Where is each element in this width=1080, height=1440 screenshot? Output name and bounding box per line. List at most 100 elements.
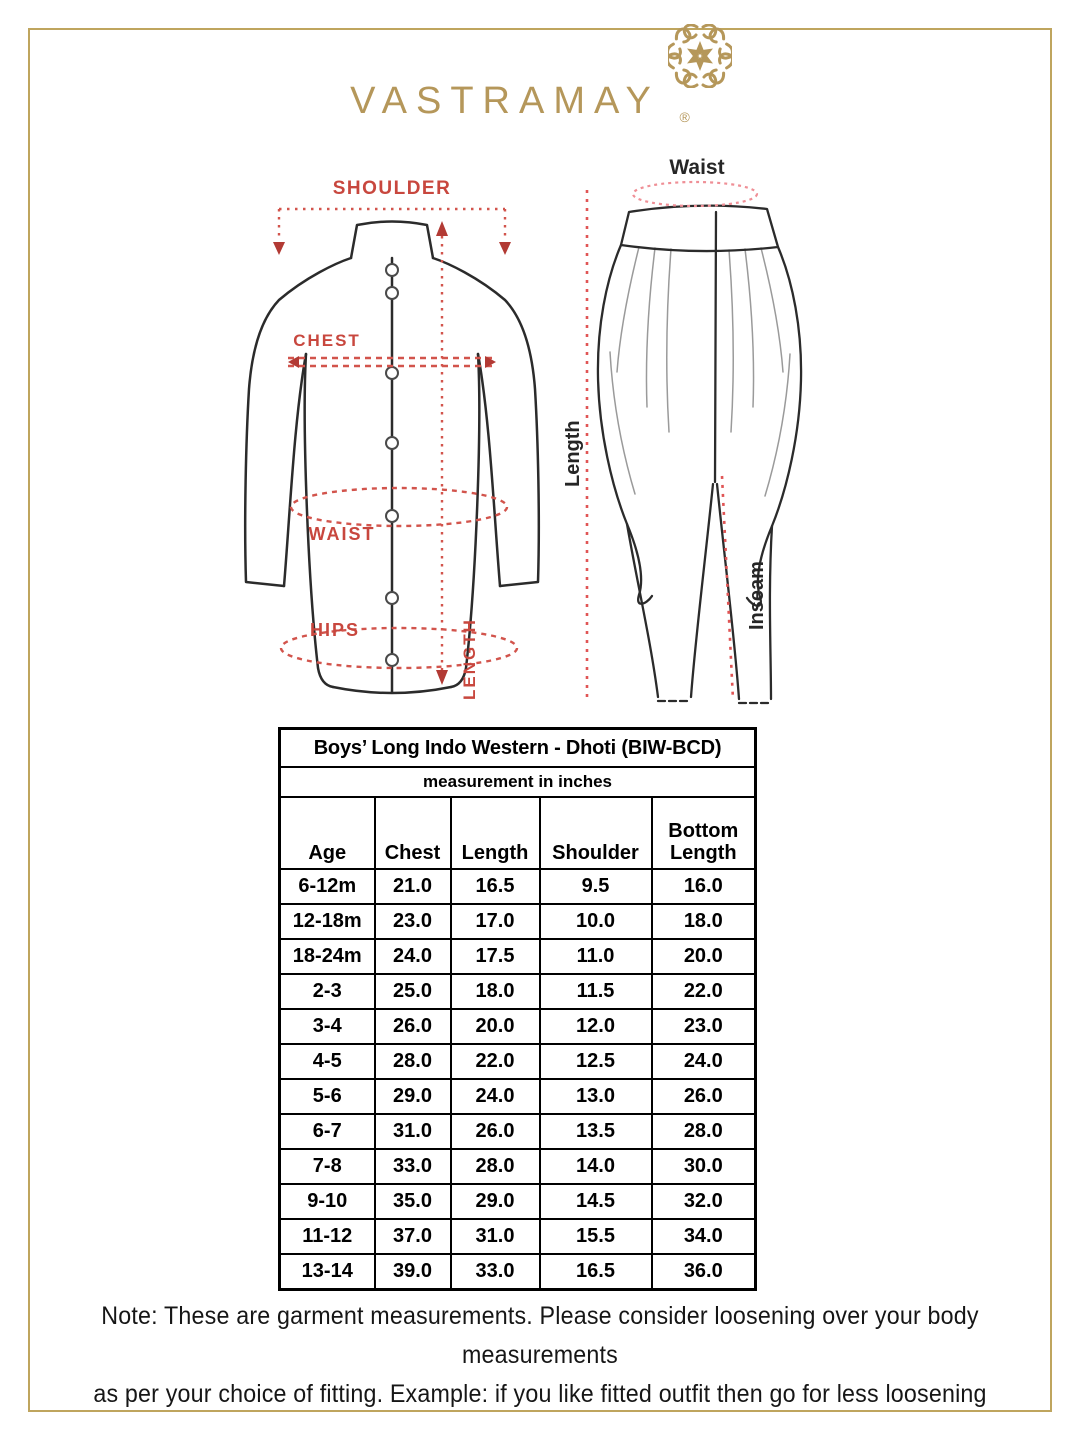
measurement-cell: 23.0 xyxy=(650,1008,757,1045)
arrow-down-icon xyxy=(273,242,285,255)
kurta-collar xyxy=(349,220,435,260)
age-cell: 2-3 xyxy=(278,973,376,1010)
measurement-cell: 26.0 xyxy=(373,1008,452,1045)
note-text: Note: These are garment measurements. Pl… xyxy=(38,1297,1042,1414)
age-cell: 3-4 xyxy=(278,1008,376,1045)
arrow-up-icon xyxy=(436,221,448,236)
table-title-row: Boys’ Long Indo Western - Dhoti (BIW-BCD… xyxy=(278,727,757,768)
age-cell: 6-12m xyxy=(278,868,376,905)
table-row: 6-7 31.0 26.0 13.5 28.0 xyxy=(278,1113,757,1150)
measurement-cell: 11.5 xyxy=(538,973,653,1010)
dhoti-right-drape xyxy=(756,245,803,599)
measurement-cell: 24.0 xyxy=(449,1078,541,1115)
column-header: Age xyxy=(278,796,376,870)
measurement-cell: 9.5 xyxy=(538,868,653,905)
dhoti-waist-label: Waist xyxy=(669,156,724,179)
measurement-cell: 20.0 xyxy=(449,1008,541,1045)
measurement-cell: 14.0 xyxy=(538,1148,653,1185)
table-row: 3-4 26.0 20.0 12.0 23.0 xyxy=(278,1008,757,1045)
dhoti-left-leg-inner xyxy=(689,482,715,699)
measurement-cell: 17.5 xyxy=(449,938,541,975)
dhoti-waist-guide-ellipse xyxy=(631,180,759,208)
brand-name: VASTRAMAY xyxy=(350,80,660,122)
column-header: Shoulder xyxy=(538,796,653,870)
kurta-hips-label: HIPS xyxy=(310,620,360,640)
measurement-cell: 21.0 xyxy=(373,868,452,905)
measurement-cell: 31.0 xyxy=(449,1218,541,1255)
measurement-cell: 13.0 xyxy=(538,1078,653,1115)
table-subtitle: measurement in inches xyxy=(278,766,757,798)
kurta-chest-label: CHEST xyxy=(293,331,361,350)
measurement-cell: 25.0 xyxy=(373,973,452,1010)
measurement-cell: 16.5 xyxy=(449,868,541,905)
measurement-cell: 16.5 xyxy=(538,1253,653,1291)
measurement-cell: 18.0 xyxy=(449,973,541,1010)
arrow-right-icon xyxy=(485,356,496,368)
age-cell: 18-24m xyxy=(278,938,376,975)
age-cell: 9-10 xyxy=(278,1183,376,1220)
measurement-cell: 13.5 xyxy=(538,1113,653,1150)
measurement-cell: 37.0 xyxy=(373,1218,452,1255)
dhoti-length-label: Length xyxy=(565,420,584,487)
kurta-waist-label: WAIST xyxy=(309,524,376,544)
measurement-cell: 30.0 xyxy=(650,1148,757,1185)
measurement-cell: 12.0 xyxy=(538,1008,653,1045)
dhoti-center-seam xyxy=(713,210,718,484)
kurta-right-sleeve xyxy=(431,256,541,588)
measurement-cell: 26.0 xyxy=(650,1078,757,1115)
dhoti-waistband xyxy=(619,204,780,253)
measurement-cell: 39.0 xyxy=(373,1253,452,1291)
table-row: 4-5 28.0 22.0 12.5 24.0 xyxy=(278,1043,757,1080)
arrow-down-icon xyxy=(436,670,448,685)
measurement-cell: 23.0 xyxy=(373,903,452,940)
dhoti-inseam-guide-line xyxy=(720,475,735,701)
measurement-cell: 32.0 xyxy=(650,1183,757,1220)
kurta-diagram: SHOULDER CHEST WAIST HIPS LENGTH xyxy=(243,178,541,700)
measurement-cell: 33.0 xyxy=(449,1253,541,1291)
measurement-cell: 24.0 xyxy=(650,1043,757,1080)
column-header: Chest xyxy=(373,796,452,870)
measurement-cell: 10.0 xyxy=(538,903,653,940)
table-subtitle-row: measurement in inches xyxy=(278,766,757,798)
column-header: Bottom Length xyxy=(650,796,757,870)
table-row: 6-12m 21.0 16.5 9.5 16.0 xyxy=(278,868,757,905)
column-header: Length xyxy=(449,796,541,870)
kurta-left-sleeve xyxy=(243,256,353,588)
measurement-cell: 28.0 xyxy=(650,1113,757,1150)
age-cell: 12-18m xyxy=(278,903,376,940)
column-header-row: Age Chest Length Shoulder Bottom Length xyxy=(278,796,757,870)
measurement-cell: 16.0 xyxy=(650,868,757,905)
measurement-cell: 36.0 xyxy=(650,1253,757,1291)
dhoti-left-drape xyxy=(596,243,643,597)
table-title: Boys’ Long Indo Western - Dhoti (BIW-BCD… xyxy=(278,727,757,768)
table-row: 11-12 37.0 31.0 15.5 34.0 xyxy=(278,1218,757,1255)
size-table-body: 6-12m 21.0 16.5 9.5 16.0 12-18m 23.0 17.0 10.0 18… xyxy=(278,868,757,1291)
measurement-cell: 28.0 xyxy=(373,1043,452,1080)
waist-guide-ellipse xyxy=(289,486,509,528)
arrow-left-icon xyxy=(288,356,299,368)
arrow-down-icon xyxy=(499,242,511,255)
table-row: 2-3 25.0 18.0 11.5 22.0 xyxy=(278,973,757,1010)
brand-ornament-icon xyxy=(667,24,732,88)
registered-trademark: ® xyxy=(679,109,690,125)
dhoti-inseam-label: Inseam xyxy=(746,561,768,630)
kurta-buttons xyxy=(385,263,399,667)
kurta-shoulder-label: SHOULDER xyxy=(333,178,452,199)
measurement-cell: 12.5 xyxy=(538,1043,653,1080)
measurement-cell: 28.0 xyxy=(449,1148,541,1185)
age-cell: 7-8 xyxy=(278,1148,376,1185)
dhoti-right-leg-inner xyxy=(715,482,741,701)
measurement-cell: 11.0 xyxy=(538,938,653,975)
measurement-cell: 22.0 xyxy=(650,973,757,1010)
measurement-cell: 33.0 xyxy=(373,1148,452,1185)
table-row: 18-24m 24.0 17.5 11.0 20.0 xyxy=(278,938,757,975)
hips-guide-ellipse xyxy=(279,626,519,670)
measurement-cell: 24.0 xyxy=(373,938,452,975)
measurement-cell: 20.0 xyxy=(650,938,757,975)
age-cell: 11-12 xyxy=(278,1218,376,1255)
size-table: Boys’ Long Indo Western - Dhoti (BIW-BCD… xyxy=(278,727,758,1291)
measurement-cell: 18.0 xyxy=(650,903,757,940)
measurement-cell: 29.0 xyxy=(373,1078,452,1115)
kurta-right-body xyxy=(449,352,481,689)
